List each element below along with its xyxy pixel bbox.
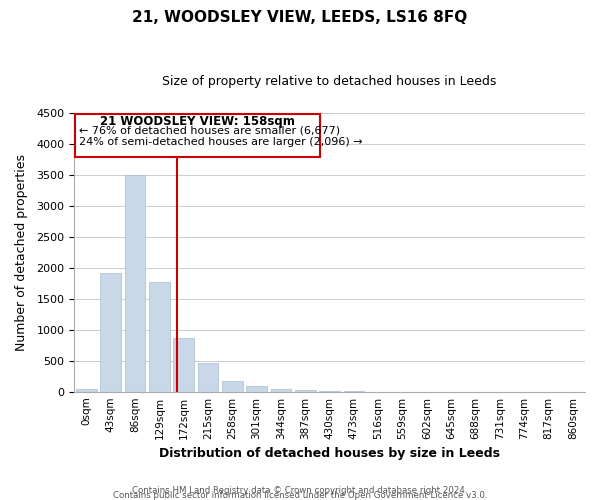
Bar (76, 388, 97, 392)
Text: 24% of semi-detached houses are larger (2,096) →: 24% of semi-detached houses are larger (… (79, 137, 362, 147)
FancyBboxPatch shape (76, 114, 320, 158)
Text: Contains HM Land Registry data © Crown copyright and database right 2024.: Contains HM Land Registry data © Crown c… (132, 486, 468, 495)
Bar (125, 176, 145, 392)
Bar (173, 338, 194, 392)
Text: 21 WOODSLEY VIEW: 158sqm: 21 WOODSLEY VIEW: 158sqm (100, 115, 295, 128)
Bar (246, 386, 267, 392)
X-axis label: Distribution of detached houses by size in Leeds: Distribution of detached houses by size … (159, 447, 500, 460)
Bar (100, 272, 121, 392)
Bar (271, 389, 291, 392)
Bar (222, 381, 242, 392)
Bar (197, 363, 218, 392)
Title: Size of property relative to detached houses in Leeds: Size of property relative to detached ho… (163, 75, 497, 88)
Bar (319, 391, 340, 392)
Text: 21, WOODSLEY VIEW, LEEDS, LS16 8FQ: 21, WOODSLEY VIEW, LEEDS, LS16 8FQ (133, 10, 467, 25)
Bar (295, 390, 316, 392)
Y-axis label: Number of detached properties: Number of detached properties (15, 154, 28, 350)
Bar (149, 282, 170, 392)
Text: ← 76% of detached houses are smaller (6,677): ← 76% of detached houses are smaller (6,… (79, 125, 340, 135)
Text: Contains public sector information licensed under the Open Government Licence v3: Contains public sector information licen… (113, 490, 487, 500)
